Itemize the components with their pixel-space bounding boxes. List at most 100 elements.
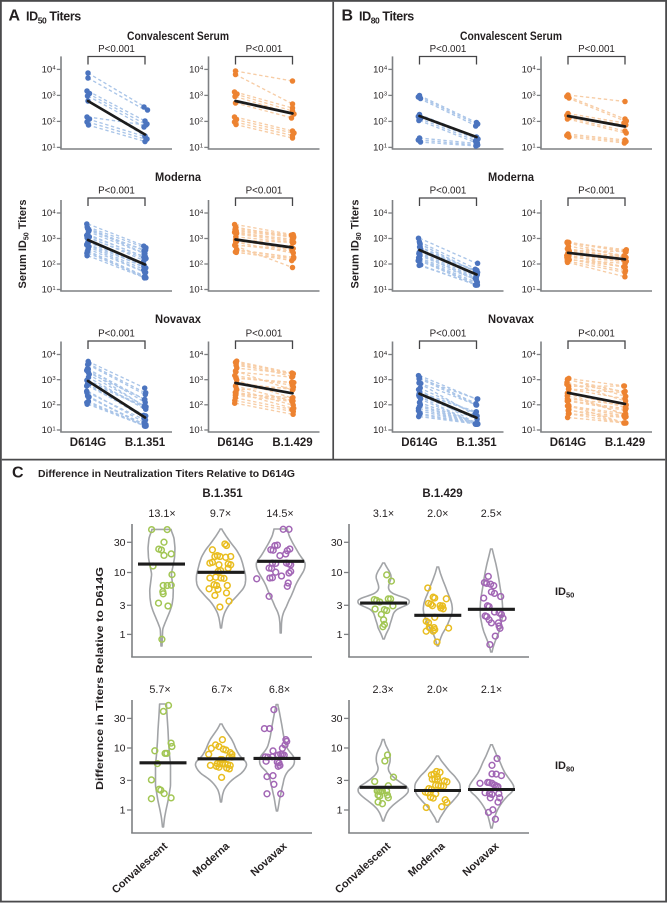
svg-text:3: 3: [120, 775, 126, 787]
svg-text:103: 103: [522, 375, 537, 386]
svg-text:ID80 Titers: ID80 Titers: [359, 10, 414, 26]
svg-text:10: 10: [114, 567, 126, 579]
svg-text:P<0.001: P<0.001: [98, 329, 135, 340]
svg-text:P<0.001: P<0.001: [246, 44, 283, 55]
svg-text:104: 104: [189, 208, 204, 219]
svg-text:102: 102: [189, 117, 203, 128]
svg-text:30: 30: [114, 537, 126, 549]
svg-text:1: 1: [337, 805, 343, 817]
svg-text:102: 102: [373, 117, 387, 128]
svg-text:30: 30: [114, 713, 126, 725]
svg-text:10: 10: [331, 567, 343, 579]
svg-text:A: A: [9, 8, 21, 25]
svg-text:2.1×: 2.1×: [481, 684, 502, 696]
svg-text:6.7×: 6.7×: [211, 684, 232, 696]
svg-text:103: 103: [189, 91, 204, 102]
svg-text:6.8×: 6.8×: [269, 684, 290, 696]
svg-text:104: 104: [189, 350, 204, 361]
svg-text:9.7×: 9.7×: [210, 508, 231, 520]
svg-text:103: 103: [373, 234, 388, 245]
svg-text:3: 3: [120, 600, 126, 612]
svg-text:102: 102: [373, 400, 387, 411]
svg-text:102: 102: [522, 400, 536, 411]
svg-text:103: 103: [42, 234, 57, 245]
svg-text:3.1×: 3.1×: [373, 508, 394, 520]
svg-text:Novavax: Novavax: [155, 314, 202, 326]
svg-text:P<0.001: P<0.001: [246, 186, 283, 197]
svg-text:102: 102: [522, 259, 536, 270]
svg-text:P<0.001: P<0.001: [430, 329, 467, 340]
svg-text:102: 102: [42, 259, 56, 270]
svg-text:D614G: D614G: [70, 437, 106, 449]
svg-text:101: 101: [522, 143, 536, 154]
svg-text:101: 101: [189, 425, 203, 436]
svg-text:30: 30: [331, 713, 343, 725]
svg-text:104: 104: [373, 208, 388, 219]
svg-text:13.1×: 13.1×: [148, 508, 175, 520]
svg-text:104: 104: [189, 65, 204, 76]
svg-text:Serum ID80 Titers: Serum ID80 Titers: [350, 200, 363, 289]
svg-text:104: 104: [373, 65, 388, 76]
svg-text:101: 101: [522, 425, 536, 436]
svg-text:D614G: D614G: [401, 437, 437, 449]
svg-text:101: 101: [373, 285, 387, 296]
svg-text:102: 102: [522, 117, 536, 128]
svg-text:D614G: D614G: [217, 437, 253, 449]
svg-text:104: 104: [522, 208, 537, 219]
svg-text:2.5×: 2.5×: [481, 508, 502, 520]
svg-text:B.1.429: B.1.429: [272, 437, 312, 449]
svg-text:102: 102: [42, 400, 56, 411]
svg-text:Moderna: Moderna: [488, 172, 535, 184]
svg-text:102: 102: [189, 400, 203, 411]
svg-text:B.1.429: B.1.429: [605, 437, 645, 449]
svg-text:2.0×: 2.0×: [427, 508, 448, 520]
svg-text:2.0×: 2.0×: [427, 684, 448, 696]
svg-text:P<0.001: P<0.001: [578, 329, 615, 340]
svg-text:B.1.351: B.1.351: [202, 488, 243, 500]
svg-text:D614G: D614G: [550, 437, 586, 449]
svg-text:P<0.001: P<0.001: [98, 186, 135, 197]
svg-text:B.1.351: B.1.351: [456, 437, 497, 449]
svg-text:P<0.001: P<0.001: [430, 44, 467, 55]
svg-text:Moderna: Moderna: [155, 172, 202, 184]
svg-text:101: 101: [189, 143, 203, 154]
svg-text:104: 104: [522, 65, 537, 76]
svg-text:101: 101: [373, 143, 387, 154]
svg-text:104: 104: [42, 208, 57, 219]
svg-text:102: 102: [373, 259, 387, 270]
svg-text:Novavax: Novavax: [488, 314, 535, 326]
svg-text:2.3×: 2.3×: [373, 684, 394, 696]
svg-text:103: 103: [522, 91, 537, 102]
svg-text:10: 10: [114, 743, 126, 755]
svg-text:1: 1: [337, 629, 343, 641]
svg-text:5.7×: 5.7×: [149, 684, 170, 696]
svg-text:1: 1: [120, 629, 126, 641]
svg-text:103: 103: [522, 234, 537, 245]
svg-text:101: 101: [189, 285, 203, 296]
svg-text:104: 104: [522, 350, 537, 361]
svg-text:P<0.001: P<0.001: [98, 44, 135, 55]
svg-text:103: 103: [189, 234, 204, 245]
svg-text:104: 104: [42, 65, 57, 76]
svg-text:104: 104: [373, 350, 388, 361]
svg-text:101: 101: [522, 285, 536, 296]
svg-text:103: 103: [42, 91, 57, 102]
svg-text:10: 10: [331, 743, 343, 755]
svg-text:103: 103: [189, 375, 204, 386]
svg-text:3: 3: [337, 775, 343, 787]
svg-text:14.5×: 14.5×: [266, 508, 293, 520]
svg-text:P<0.001: P<0.001: [430, 186, 467, 197]
svg-text:3: 3: [337, 600, 343, 612]
svg-text:101: 101: [42, 285, 56, 296]
svg-text:Convalescent Serum: Convalescent Serum: [127, 31, 229, 43]
svg-text:Difference in Titers Relative: Difference in Titers Relative to D614G: [94, 567, 106, 790]
svg-text:102: 102: [189, 259, 203, 270]
svg-text:ID50 Titers: ID50 Titers: [26, 10, 81, 26]
svg-text:B.1.429: B.1.429: [422, 488, 462, 500]
svg-text:P<0.001: P<0.001: [578, 44, 615, 55]
svg-text:101: 101: [42, 425, 56, 436]
svg-text:Serum ID50 Titers: Serum ID50 Titers: [17, 200, 30, 289]
svg-text:104: 104: [42, 350, 57, 361]
svg-text:Difference in Neutralization T: Difference in Neutralization Titers Rela…: [38, 468, 295, 480]
svg-text:103: 103: [373, 375, 388, 386]
